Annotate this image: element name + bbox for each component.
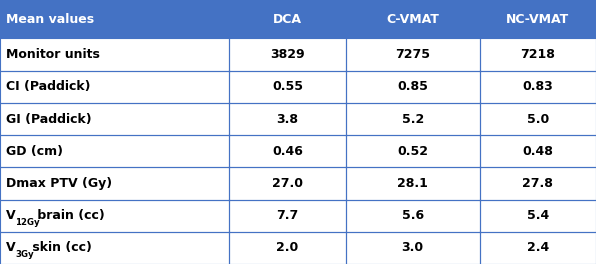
Bar [229,135,346,167]
Bar [0,232,229,264]
Bar [229,232,346,264]
Bar [480,135,596,167]
Text: GI (Paddick): GI (Paddick) [6,112,92,125]
Bar [0,71,229,103]
Text: 0.85: 0.85 [398,80,428,93]
Bar [229,39,346,71]
Text: V: V [6,209,15,222]
Text: 2.4: 2.4 [527,241,549,254]
Text: 0.83: 0.83 [523,80,553,93]
Text: 28.1: 28.1 [398,177,428,190]
Bar [480,167,596,200]
Bar [480,0,596,39]
Text: 3Gy: 3Gy [15,251,34,260]
Text: 7.7: 7.7 [277,209,299,222]
Text: C-VMAT: C-VMAT [386,13,439,26]
Text: 5.0: 5.0 [527,112,549,125]
Text: 5.6: 5.6 [402,209,424,222]
Bar [480,232,596,264]
Text: 2.0: 2.0 [277,241,299,254]
Text: V: V [6,241,15,254]
Text: DCA: DCA [273,13,302,26]
Bar [229,200,346,232]
Bar [480,200,596,232]
Bar [0,39,229,71]
Text: 7218: 7218 [520,48,555,61]
Bar [0,167,229,200]
Bar [229,167,346,200]
Text: 3.8: 3.8 [277,112,299,125]
Text: 0.55: 0.55 [272,80,303,93]
Bar [346,167,480,200]
Text: GD (cm): GD (cm) [6,145,63,158]
Bar [0,0,229,39]
Text: skin (cc): skin (cc) [29,241,92,254]
Bar [480,103,596,135]
Bar [0,103,229,135]
Text: 0.52: 0.52 [397,145,429,158]
Text: Dmax PTV (Gy): Dmax PTV (Gy) [6,177,112,190]
Bar [346,0,480,39]
Text: 5.4: 5.4 [527,209,549,222]
Text: CI (Paddick): CI (Paddick) [6,80,91,93]
Text: NC-VMAT: NC-VMAT [506,13,570,26]
Bar [346,39,480,71]
Bar [346,71,480,103]
Bar [480,39,596,71]
Text: 7275: 7275 [395,48,430,61]
Text: 0.46: 0.46 [272,145,303,158]
Bar [346,135,480,167]
Bar [346,200,480,232]
Text: 5.2: 5.2 [402,112,424,125]
Text: 27.8: 27.8 [523,177,553,190]
Bar [346,103,480,135]
Text: brain (cc): brain (cc) [33,209,104,222]
Text: 3.0: 3.0 [402,241,424,254]
Bar [346,232,480,264]
Text: 12Gy: 12Gy [15,218,40,227]
Text: Monitor units: Monitor units [6,48,100,61]
Text: Mean values: Mean values [6,13,94,26]
Text: 27.0: 27.0 [272,177,303,190]
Bar [229,0,346,39]
Bar [229,71,346,103]
Text: 3829: 3829 [270,48,305,61]
Bar [0,135,229,167]
Text: 0.48: 0.48 [523,145,553,158]
Bar [0,200,229,232]
Bar [229,103,346,135]
Bar [480,71,596,103]
